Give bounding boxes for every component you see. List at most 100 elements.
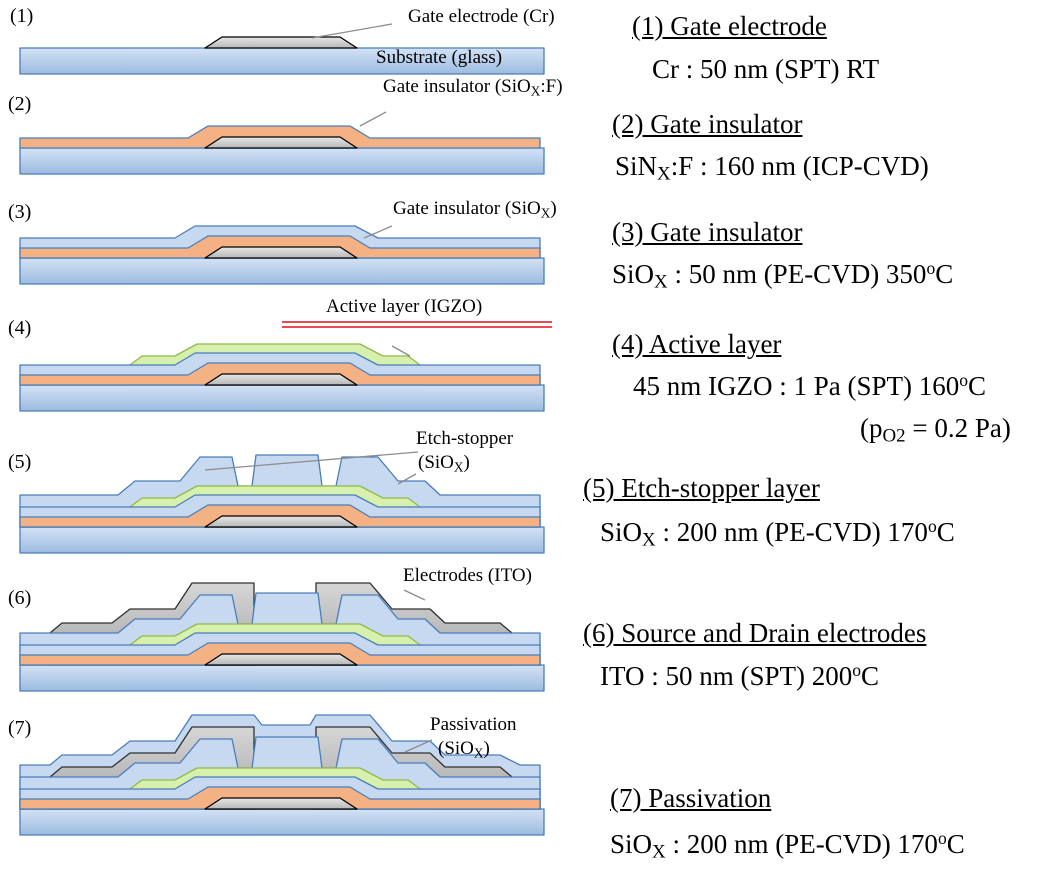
substrate xyxy=(19,147,545,175)
substrate xyxy=(19,384,545,412)
text-run: :F : 160 nm (ICP-CVD) xyxy=(670,151,929,181)
layer-label: Gate electrode (Cr) xyxy=(408,6,555,29)
text-run: (1) Gate electrode xyxy=(632,11,827,41)
gate-electrode xyxy=(204,515,358,528)
leader xyxy=(311,23,393,39)
step-heading: (5) Etch-stopper layer xyxy=(583,472,820,504)
step-number: (3) xyxy=(8,201,32,223)
gate-electrode xyxy=(204,246,358,259)
text-run: Electrodes (ITO) xyxy=(403,565,532,586)
step-detail: SiOX : 50 nm (PE-CVD) 350oC xyxy=(612,258,953,294)
gate-electrode xyxy=(204,373,358,386)
step-detail: Cr : 50 nm (SPT) RT xyxy=(652,53,879,85)
text-run: o xyxy=(926,258,936,279)
step-detail: 45 nm IGZO : 1 Pa (SPT) 160oC xyxy=(633,370,986,402)
text-run: Substrate (glass) xyxy=(376,47,503,68)
substrate xyxy=(19,808,545,836)
layer-label: Gate insulator (SiOX:F) xyxy=(383,76,563,99)
substrate xyxy=(19,664,545,692)
step-heading: (1) Gate electrode xyxy=(632,10,827,42)
step-heading: (4) Active layer xyxy=(612,328,781,360)
leader xyxy=(391,345,411,357)
text-run: X xyxy=(453,459,464,475)
text-run: 45 nm IGZO : 1 Pa (SPT) 160 xyxy=(633,371,960,401)
text-run: :F) xyxy=(540,76,563,97)
leader xyxy=(403,589,426,601)
text-run: C xyxy=(861,661,880,691)
text-run: ) xyxy=(483,738,490,759)
cross-sections xyxy=(19,36,545,836)
layer-label: Etch-stopper xyxy=(416,428,513,451)
step-number: (6) xyxy=(8,587,32,609)
layer-label: Substrate (glass) xyxy=(376,47,502,70)
step-number: (4) xyxy=(8,317,32,339)
text-run: (SiO xyxy=(438,738,474,759)
leader-lines xyxy=(204,23,433,753)
text-run: (2) Gate insulator xyxy=(612,109,803,139)
text-run: Etch-stopper xyxy=(416,428,514,449)
text-run: (5) Etch-stopper layer xyxy=(583,473,820,503)
text-run: Gate insulator (SiO xyxy=(383,76,531,97)
text-run: : 50 nm (PE-CVD) 350 xyxy=(667,259,927,289)
step-heading: (7) Passivation xyxy=(610,782,771,814)
text-run: X xyxy=(540,205,551,221)
leader xyxy=(359,111,387,127)
text-run: o xyxy=(852,660,862,681)
step-number: (1) xyxy=(10,5,34,27)
text-run: X xyxy=(473,745,484,761)
gate-electrode xyxy=(204,653,358,666)
text-run: (6) Source and Drain electrodes xyxy=(583,618,927,648)
text-run: X xyxy=(654,271,668,293)
layer-label: Gate insulator (SiOX) xyxy=(393,198,557,221)
text-run: o xyxy=(937,828,947,849)
layer-label: Electrodes (ITO) xyxy=(403,565,532,588)
text-run: SiO xyxy=(612,259,655,289)
step-number: (5) xyxy=(8,451,32,473)
text-run: (4) Active layer xyxy=(612,329,782,359)
step-number: (2) xyxy=(8,93,32,115)
text-run: SiN xyxy=(615,151,658,181)
text-run: X xyxy=(652,841,666,863)
substrate xyxy=(19,257,545,285)
text-run: C xyxy=(935,259,954,289)
layer-label: (SiOX) xyxy=(438,738,490,761)
layer-label: Active layer (IGZO) xyxy=(326,296,482,319)
text-run: : 200 nm (PE-CVD) 170 xyxy=(665,829,938,859)
text-run: X xyxy=(642,529,656,551)
step-detail: SiOX : 200 nm (PE-CVD) 170oC xyxy=(600,516,955,552)
leader xyxy=(397,473,417,485)
text-run: : 200 nm (PE-CVD) 170 xyxy=(655,517,928,547)
text-run: SiO xyxy=(600,517,643,547)
text-run: C xyxy=(946,829,965,859)
layer-label: Passivation xyxy=(430,714,517,737)
substrate xyxy=(19,526,545,554)
step-heading: (6) Source and Drain electrodes xyxy=(583,617,926,649)
text-run: C xyxy=(968,371,987,401)
leader xyxy=(363,225,393,239)
double-underline xyxy=(282,321,552,328)
text-run: Gate electrode (Cr) xyxy=(408,6,555,27)
step-heading: (2) Gate insulator xyxy=(612,108,802,140)
gate-electrode xyxy=(204,136,358,149)
text-run: (3) Gate insulator xyxy=(612,217,803,247)
text-run: (SiO xyxy=(418,452,454,473)
step-detail: SiOX : 200 nm (PE-CVD) 170oC xyxy=(610,828,965,864)
text-run: Active layer (IGZO) xyxy=(326,296,483,317)
step-number: (7) xyxy=(8,717,32,739)
text-run: Passivation xyxy=(430,714,517,735)
step-detail: ITO : 50 nm (SPT) 200oC xyxy=(600,660,879,692)
text-run: SiO xyxy=(610,829,653,859)
text-run: X xyxy=(657,163,671,185)
layer-label: (SiOX) xyxy=(418,452,470,475)
step-detail: (pO2 = 0.2 Pa) xyxy=(860,412,1011,448)
text-run: = 0.2 Pa) xyxy=(905,413,1011,443)
gate-electrode xyxy=(204,36,358,49)
substrate xyxy=(19,47,545,75)
text-run: O2 xyxy=(882,425,906,447)
leader xyxy=(404,739,433,753)
text-run: Cr : 50 nm (SPT) RT xyxy=(652,54,880,84)
text-run: (7) Passivation xyxy=(610,783,772,813)
text-run: o xyxy=(927,516,937,537)
